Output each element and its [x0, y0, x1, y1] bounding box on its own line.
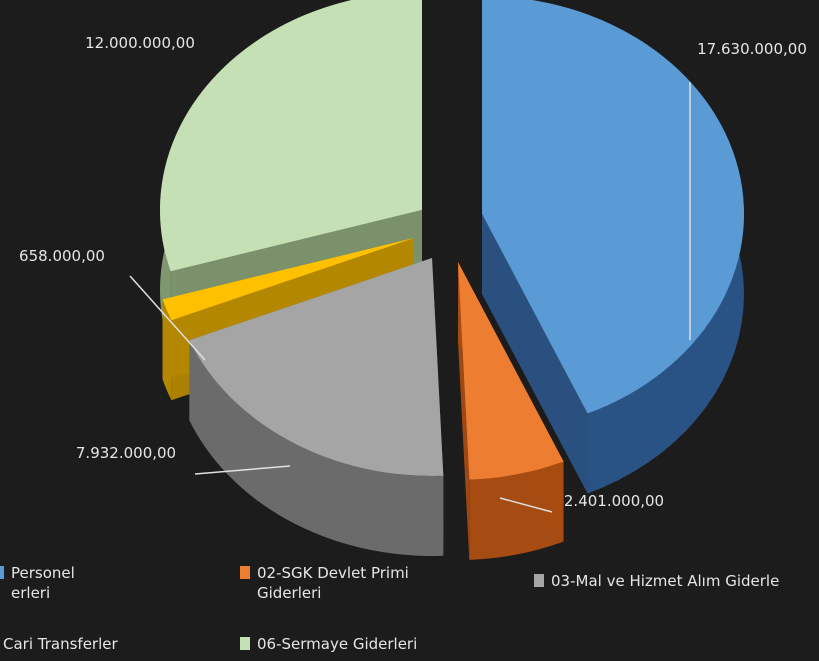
leader-line-1: [499, 497, 553, 513]
pie-slice-top-3: [162, 238, 414, 321]
pie-slice-top-0: [482, 0, 744, 414]
pie-slice-edge-0-1: [482, 214, 588, 494]
legend-swatch-sermaye: [240, 637, 250, 650]
data-label-4: 12.000.000,00: [85, 34, 195, 52]
legend-swatch-personel: [0, 566, 4, 579]
data-label-2: 7.932.000,00: [76, 444, 176, 462]
leader-line-2: [194, 465, 291, 475]
pie-slice-top-1: [458, 262, 564, 480]
pie-slice-1: [458, 262, 564, 560]
pie-slice-edge-1-1: [458, 262, 470, 560]
data-label-3: 658.000,00: [19, 247, 105, 265]
legend-label-sermaye: 06-Sermaye Giderleri: [257, 635, 418, 653]
legend-label-personel: Personel erleri: [11, 564, 75, 602]
pie-slice-top-4: [160, 0, 422, 272]
legend-item-personel: Personel erleri: [0, 563, 75, 603]
pie-slice-top-2: [189, 258, 444, 476]
legend-item-mal-hizmet: 03-Mal ve Hizmet Alım Giderle: [534, 571, 779, 591]
leader-line-3: [129, 275, 206, 361]
pie-slice-2: [189, 258, 444, 556]
legend-item-sgk: 02-SGK Devlet Primi Giderleri: [240, 563, 409, 603]
legend-swatch-sgk: [240, 566, 250, 579]
legend-swatch-mal-hizmet: [534, 574, 544, 587]
legend-label-cari-transfer: Cari Transferler: [3, 635, 118, 653]
data-label-0: 17.630.000,00: [697, 40, 807, 58]
legend-item-cari-transfer: Cari Transferler: [0, 634, 118, 654]
legend-label-mal-hizmet: 03-Mal ve Hizmet Alım Giderle: [551, 572, 780, 590]
pie-slice-0: [482, 0, 744, 494]
pie-slice-wall-2: [189, 340, 444, 556]
legend-label-sgk: 02-SGK Devlet Primi Giderleri: [257, 564, 409, 602]
legend-item-sermaye: 06-Sermaye Giderleri: [240, 634, 417, 654]
data-label-1: 2.401.000,00: [564, 492, 664, 510]
